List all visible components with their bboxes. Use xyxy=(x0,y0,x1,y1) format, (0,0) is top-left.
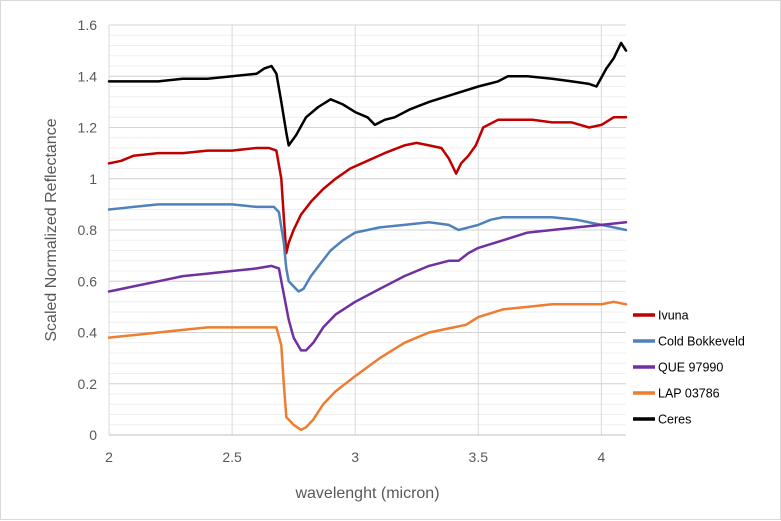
x-axis-title: wavelenght (micron) xyxy=(294,485,439,502)
series-lines xyxy=(107,41,628,432)
legend-label-cold-bokkeveld: Cold Bokkeveld xyxy=(658,335,745,349)
x-tick-label: 2 xyxy=(105,449,113,465)
x-tick-label: 3 xyxy=(351,449,359,465)
x-tick-label: 3.5 xyxy=(469,449,489,465)
x-tick-label: 2.5 xyxy=(222,449,242,465)
legend-label-que-97990: QUE 97990 xyxy=(658,361,723,375)
series-line-cold-bokkeveld xyxy=(107,203,628,293)
legend: Ivuna Cold Bokkeveld QUE 97990 LAP 03786 Cer… xyxy=(633,309,745,427)
series-line-lap-03786 xyxy=(107,300,628,432)
y-tick-label: 0.2 xyxy=(78,376,98,392)
y-tick-label: 1.6 xyxy=(78,17,98,33)
series-line-que-97990 xyxy=(107,221,628,352)
y-tick-label: 1.2 xyxy=(78,120,98,136)
y-tick-label: 0.4 xyxy=(78,325,98,341)
y-tick-label: 1 xyxy=(89,171,97,187)
axes: 0 0.2 0.4 0.6 0.8 1 1.2 1.4 1.6 2 2.5 3 3.5 4 xyxy=(78,17,626,465)
series-line-ceres xyxy=(107,41,628,147)
legend-label-ceres: Ceres xyxy=(658,413,691,427)
y-tick-label: 1.4 xyxy=(78,68,98,84)
y-tick-label: 0 xyxy=(89,427,97,443)
legend-label-ivuna: Ivuna xyxy=(658,309,689,323)
y-tick-label: 0.6 xyxy=(78,273,98,289)
x-tick-label: 4 xyxy=(597,449,605,465)
y-tick-label: 0.8 xyxy=(78,222,98,238)
y-axis-title: Scaled Normalized Reflectance xyxy=(43,118,60,341)
legend-label-lap-03786: LAP 03786 xyxy=(658,387,720,401)
series-line-ivuna xyxy=(107,116,628,255)
